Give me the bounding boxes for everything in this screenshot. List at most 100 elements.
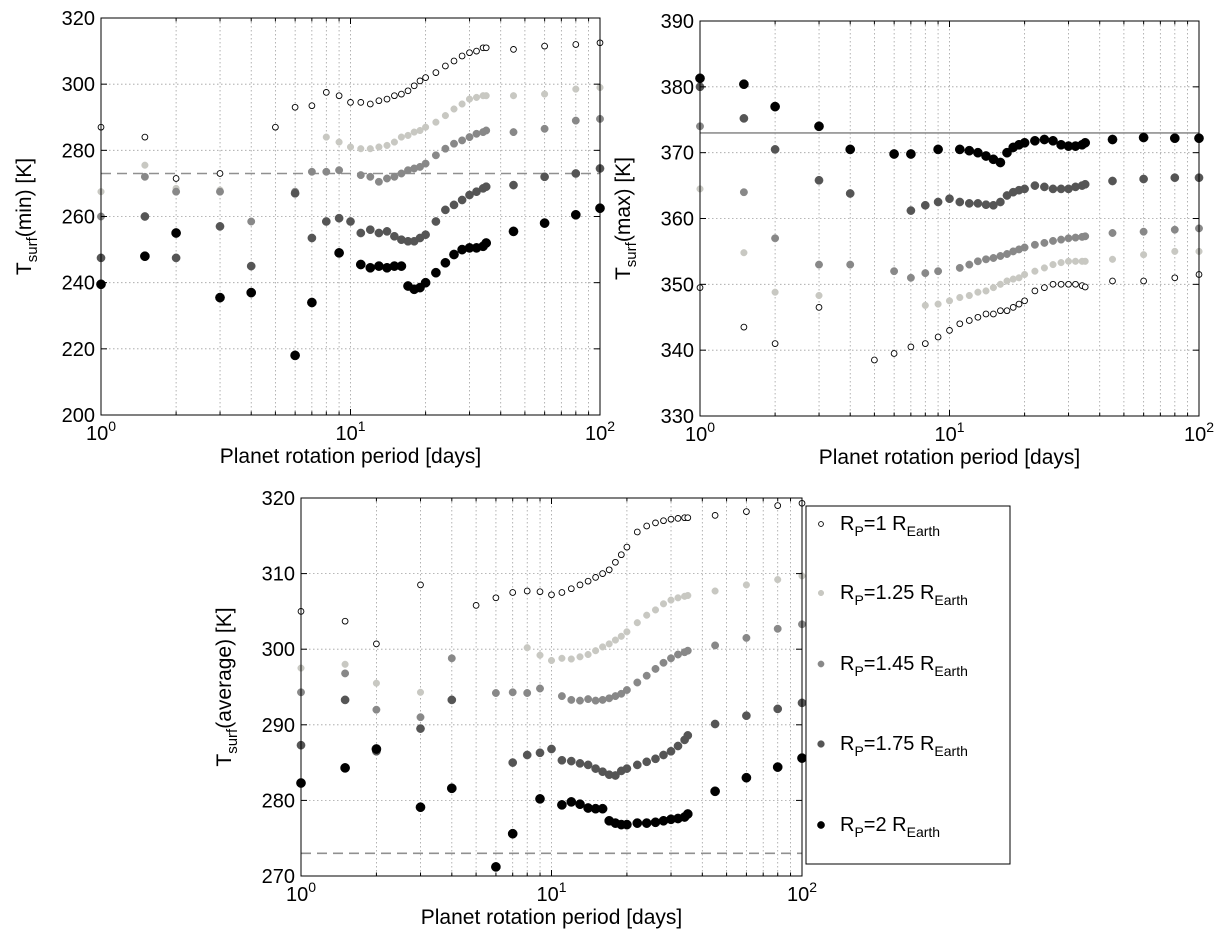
y-axis-label: Tsurf(min) [K]	[13, 158, 41, 275]
data-point	[605, 566, 613, 574]
data-point	[404, 131, 412, 139]
data-point	[570, 209, 581, 220]
data-point	[623, 543, 631, 551]
data-point	[907, 343, 915, 351]
data-point	[458, 52, 466, 60]
data-point	[605, 640, 613, 648]
data-point	[465, 95, 474, 103]
data-point	[890, 350, 898, 357]
data-point	[341, 669, 350, 678]
data-point	[739, 114, 749, 123]
data-point	[973, 147, 983, 158]
data-point	[346, 143, 355, 151]
data-point	[449, 249, 459, 260]
data-point	[466, 49, 473, 57]
data-point	[964, 199, 974, 208]
data-point	[372, 679, 380, 687]
data-point	[667, 515, 675, 523]
data-point	[421, 230, 430, 240]
y-tick-label: 310	[262, 564, 295, 586]
data-point	[659, 600, 668, 608]
data-point	[449, 200, 459, 210]
data-point	[946, 327, 953, 334]
data-point	[1021, 297, 1028, 305]
series-5	[695, 73, 1204, 168]
data-point	[416, 724, 425, 733]
data-point	[964, 145, 975, 156]
data-point	[598, 695, 607, 704]
data-point	[711, 641, 720, 650]
data-point	[365, 262, 376, 273]
data-point	[742, 581, 750, 589]
data-point	[536, 684, 544, 693]
data-point	[997, 307, 1004, 315]
x-tick-label: 101	[934, 419, 964, 446]
data-point	[617, 632, 625, 640]
legend-marker	[817, 589, 825, 597]
data-point	[308, 102, 316, 110]
data-point	[683, 731, 693, 740]
data-point	[934, 300, 942, 308]
data-point	[383, 95, 391, 103]
legend-entry: RP=1.25 REarth	[817, 582, 968, 608]
data-point	[422, 74, 429, 81]
data-point	[334, 248, 344, 258]
data-point	[1039, 134, 1050, 145]
data-point	[1072, 280, 1079, 288]
x-tick-label: 101	[335, 418, 365, 445]
data-point	[509, 180, 518, 190]
data-point	[710, 786, 720, 797]
data-point	[815, 304, 823, 311]
data-point	[465, 190, 474, 200]
data-point	[508, 688, 517, 697]
data-point	[1064, 234, 1073, 243]
data-point	[567, 655, 575, 663]
data-point	[416, 688, 425, 696]
data-point	[981, 200, 991, 210]
data-point	[1031, 287, 1039, 295]
data-point	[523, 587, 531, 595]
data-point	[509, 128, 518, 137]
data-point	[633, 619, 641, 627]
data-point	[441, 205, 450, 215]
data-point	[1140, 251, 1148, 259]
data-point	[535, 794, 545, 804]
data-point	[450, 139, 458, 148]
data-point	[815, 291, 823, 300]
data-point	[1057, 235, 1066, 244]
data-point	[845, 144, 856, 155]
data-point	[1064, 257, 1073, 265]
data-point	[410, 82, 418, 90]
data-point	[481, 238, 492, 248]
data-point	[1049, 280, 1057, 288]
data-point	[473, 47, 480, 55]
data-point	[458, 136, 467, 145]
data-point	[684, 591, 692, 600]
data-point	[890, 267, 899, 276]
data-point	[431, 267, 441, 278]
data-point	[397, 169, 406, 178]
data-point	[567, 695, 576, 704]
data-point	[623, 628, 631, 636]
data-point	[398, 90, 405, 98]
data-point	[1108, 255, 1117, 263]
data-point	[416, 126, 424, 135]
data-point	[509, 589, 517, 596]
data-point	[743, 508, 750, 515]
data-point	[396, 261, 407, 271]
data-point	[572, 41, 580, 48]
data-point	[291, 103, 299, 111]
data-point	[540, 172, 549, 182]
data-point	[1002, 147, 1012, 158]
data-point	[441, 112, 449, 120]
data-point	[651, 606, 660, 614]
y-tick-label: 280	[262, 790, 295, 812]
data-point	[447, 654, 456, 663]
data-point	[906, 206, 916, 215]
data-point	[774, 576, 782, 584]
data-point	[566, 756, 576, 766]
data-point	[571, 169, 581, 178]
data-point	[571, 116, 580, 125]
data-point	[633, 678, 642, 687]
x-tick-label: 100	[86, 418, 116, 445]
